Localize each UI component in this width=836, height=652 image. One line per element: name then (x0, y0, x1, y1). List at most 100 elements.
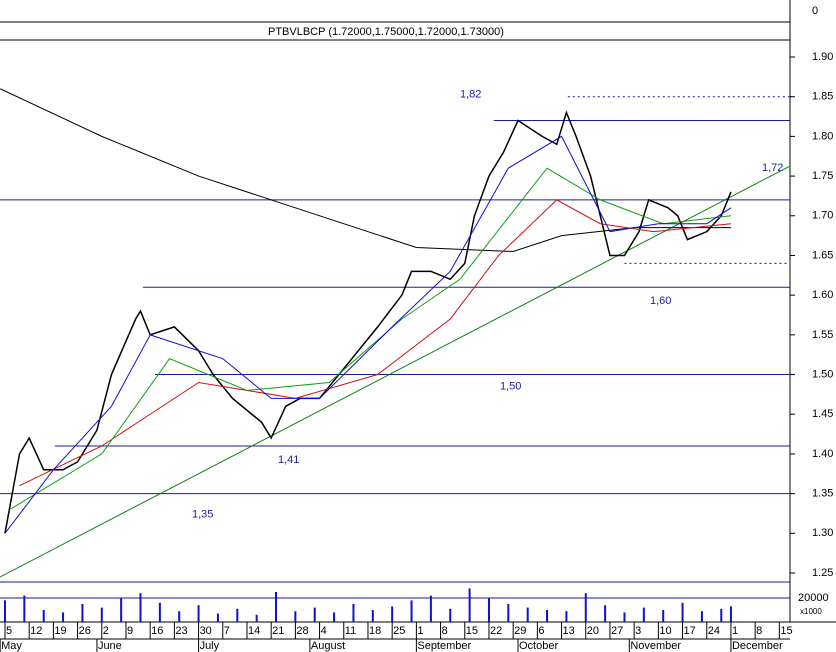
volume-bar (546, 610, 549, 622)
volume-bar (700, 611, 703, 622)
x-tick-label: 18 (369, 625, 381, 637)
x-tick-label: 10 (659, 625, 671, 637)
volume-bar (236, 608, 239, 622)
volume-bar (729, 606, 732, 622)
x-tick-label: 14 (248, 625, 260, 637)
volume-bar (584, 593, 587, 622)
y-tick-label: 1.50 (812, 368, 833, 380)
volume-bar (429, 595, 432, 622)
month-label: July (200, 640, 220, 652)
volume-bar (23, 595, 26, 622)
y-tick-label: 1.55 (812, 329, 833, 341)
volume-bar (391, 606, 394, 622)
y-tick-label: 1.80 (812, 130, 833, 142)
x-tick-label: 3 (635, 625, 641, 637)
price-line (0, 88, 731, 252)
y-tick-label: 1.60 (812, 289, 833, 301)
x-tick-label: 16 (151, 625, 163, 637)
price-line (9, 167, 732, 510)
x-tick-label: 17 (684, 625, 696, 637)
month-label: November (630, 640, 681, 652)
x-tick-label: 27 (611, 625, 623, 637)
volume-bar (623, 612, 626, 622)
x-tick-label: 6 (538, 625, 544, 637)
volume-bar (662, 610, 665, 622)
volume-bar (507, 604, 510, 622)
volume-bar (275, 592, 278, 622)
volume-bar (197, 605, 200, 622)
x-tick-label: 15 (780, 625, 792, 637)
level-label: 1,50 (500, 380, 521, 392)
price-line (19, 199, 732, 487)
level-label: 1,82 (460, 88, 481, 100)
volume-bar (449, 608, 452, 622)
y-tick-label: 1.85 (812, 91, 833, 103)
volume-bar (468, 588, 471, 622)
x-tick-label: 25 (393, 625, 405, 637)
x-tick-label: 23 (175, 625, 187, 637)
volume-bar (604, 605, 607, 622)
y-tick-label: 1.75 (812, 170, 833, 182)
volume-bar (62, 612, 65, 622)
level-label: 1,60 (650, 295, 671, 307)
y-tick-label: 1.70 (812, 210, 833, 222)
y-tick-label: 1.65 (812, 249, 833, 261)
volume-bar (100, 607, 103, 622)
y-tick-label: 1.45 (812, 408, 833, 420)
y-tick-label: 1.90 (812, 51, 833, 63)
volume-bar (333, 612, 336, 622)
price-line (4, 135, 732, 534)
x-tick-label: 8 (756, 625, 762, 637)
volume-bar (178, 611, 181, 622)
volume-bar (81, 604, 84, 622)
x-tick-label: 7 (224, 625, 230, 637)
x-tick-label: 30 (200, 625, 212, 637)
level-label: 1,41 (278, 454, 299, 466)
volume-bar (3, 600, 6, 622)
x-tick-label: 13 (563, 625, 575, 637)
volume-bar (255, 614, 258, 622)
volume-bar (487, 598, 490, 622)
x-tick-label: 11 (345, 625, 356, 637)
x-tick-label: 22 (490, 625, 502, 637)
level-label: 1,72 (762, 162, 783, 174)
y-tick-label: 1.35 (812, 488, 833, 500)
month-label: September (417, 640, 471, 652)
volume-bar (681, 602, 684, 622)
month-label: June (98, 640, 122, 652)
volume-bar (642, 607, 645, 622)
volume-unit: x1000 (800, 607, 822, 616)
volume-bar (565, 611, 568, 622)
volume-bar (720, 608, 723, 622)
x-tick-label: 4 (321, 625, 327, 637)
x-tick-label: 9 (127, 625, 133, 637)
x-tick-label: 12 (30, 625, 42, 637)
trend-line (0, 166, 790, 578)
chart-title: PTBVLBCP (1.72000,1.75000,1.72000,1.7300… (268, 26, 504, 38)
volume-bar (42, 610, 45, 622)
volume-bar (371, 610, 374, 622)
price-line (4, 110, 732, 534)
volume-bar (410, 600, 413, 622)
level-label: 1,35 (192, 509, 213, 521)
x-tick-label: 29 (514, 625, 526, 637)
x-tick-label: 1 (417, 625, 423, 637)
x-tick-label: 8 (442, 625, 448, 637)
x-tick-label: 24 (708, 625, 720, 637)
x-tick-label: 1 (732, 625, 738, 637)
month-label: May (1, 640, 22, 652)
month-label: October (519, 640, 558, 652)
volume-tick-label: 20000 (798, 592, 829, 604)
month-label: December (732, 640, 783, 652)
x-tick-label: 19 (54, 625, 66, 637)
x-tick-label: 5 (6, 625, 12, 637)
volume-bar (526, 607, 529, 622)
x-tick-label: 15 (466, 625, 478, 637)
x-tick-label: 28 (296, 625, 308, 637)
month-label: August (311, 640, 345, 652)
y-tick-label: 1.40 (812, 448, 833, 460)
y-tick-label: 1.30 (812, 527, 833, 539)
volume-bar (294, 611, 297, 622)
